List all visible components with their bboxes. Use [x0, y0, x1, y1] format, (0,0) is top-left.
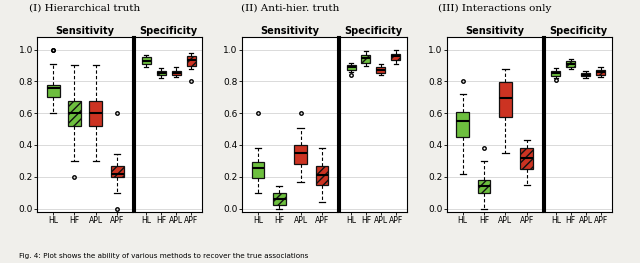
- Title: Specificity: Specificity: [140, 26, 198, 36]
- PathPatch shape: [90, 101, 102, 126]
- PathPatch shape: [552, 70, 561, 76]
- PathPatch shape: [347, 65, 356, 70]
- PathPatch shape: [362, 55, 371, 63]
- PathPatch shape: [596, 70, 605, 75]
- Text: (I) Hierarchical truth: (I) Hierarchical truth: [29, 4, 141, 13]
- PathPatch shape: [566, 61, 575, 67]
- PathPatch shape: [273, 193, 285, 205]
- PathPatch shape: [316, 166, 328, 185]
- PathPatch shape: [392, 53, 401, 60]
- PathPatch shape: [520, 148, 533, 169]
- Text: (II) Anti-hier. truth: (II) Anti-hier. truth: [241, 4, 339, 13]
- PathPatch shape: [47, 84, 60, 97]
- Title: Specificity: Specificity: [549, 26, 607, 36]
- PathPatch shape: [499, 82, 512, 117]
- PathPatch shape: [294, 145, 307, 164]
- PathPatch shape: [456, 112, 469, 137]
- PathPatch shape: [477, 180, 490, 193]
- PathPatch shape: [111, 166, 124, 177]
- PathPatch shape: [187, 56, 196, 66]
- Text: (III) Interactions only: (III) Interactions only: [438, 4, 552, 13]
- PathPatch shape: [581, 73, 590, 76]
- Title: Sensitivity: Sensitivity: [56, 26, 115, 36]
- PathPatch shape: [376, 67, 385, 73]
- Text: Fig. 4: Plot shows the ability of various methods to recover the true associatio: Fig. 4: Plot shows the ability of variou…: [19, 253, 308, 259]
- PathPatch shape: [252, 163, 264, 178]
- PathPatch shape: [68, 101, 81, 126]
- Title: Sensitivity: Sensitivity: [260, 26, 319, 36]
- Title: Sensitivity: Sensitivity: [465, 26, 524, 36]
- Title: Specificity: Specificity: [344, 26, 403, 36]
- PathPatch shape: [142, 58, 151, 64]
- PathPatch shape: [157, 70, 166, 75]
- PathPatch shape: [172, 70, 180, 75]
